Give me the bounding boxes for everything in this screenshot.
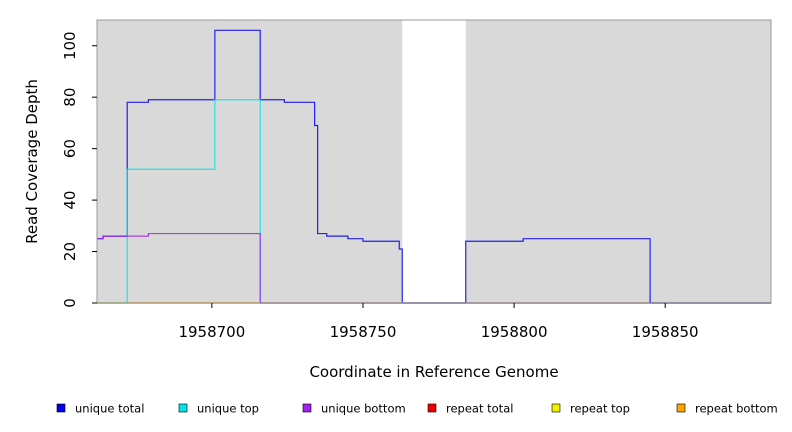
- legend-label-repeat-top: repeat top: [570, 402, 630, 416]
- y-tick-label: 80: [61, 88, 79, 107]
- x-tick-label: 1958850: [632, 323, 699, 341]
- series-line-unique-total: [97, 29, 771, 304]
- gap-region: [402, 20, 466, 303]
- y-axis: 0 20 40 60 80 100: [61, 31, 97, 308]
- x-axis-title: Coordinate in Reference Genome: [309, 363, 558, 381]
- x-axis: 1958700 1958750 1958800 1958850: [178, 303, 699, 341]
- series-line-unique-bottom: [97, 232, 771, 304]
- legend-label-repeat-total: repeat total: [446, 402, 513, 416]
- legend-label-unique-top: unique top: [197, 402, 259, 416]
- y-tick-label: 0: [61, 298, 79, 308]
- legend: unique total unique top unique bottom repea…: [56, 402, 778, 416]
- legend-label-unique-bottom: unique bottom: [321, 402, 406, 416]
- y-tick-label: 40: [61, 191, 79, 210]
- legend-label-repeat-bottom: repeat bottom: [695, 402, 778, 416]
- legend-label-unique-total: unique total: [75, 402, 144, 416]
- y-axis-title: Read Coverage Depth: [23, 79, 41, 244]
- x-tick-label: 1958750: [330, 323, 397, 341]
- legend-swatch-unique-bottom: [302, 403, 312, 413]
- legend-swatch-repeat-top: [551, 403, 561, 413]
- y-tick-label: 60: [61, 139, 79, 158]
- y-tick-label: 100: [61, 31, 79, 60]
- legend-swatch-repeat-total: [427, 403, 437, 413]
- legend-swatch-repeat-bottom: [676, 403, 686, 413]
- legend-swatch-unique-total: [56, 403, 66, 413]
- y-tick-label: 20: [61, 242, 79, 261]
- legend-swatch-unique-top: [178, 403, 188, 413]
- plot-border: [96, 19, 772, 304]
- x-tick-label: 1958800: [481, 323, 548, 341]
- x-tick-label: 1958700: [178, 323, 245, 341]
